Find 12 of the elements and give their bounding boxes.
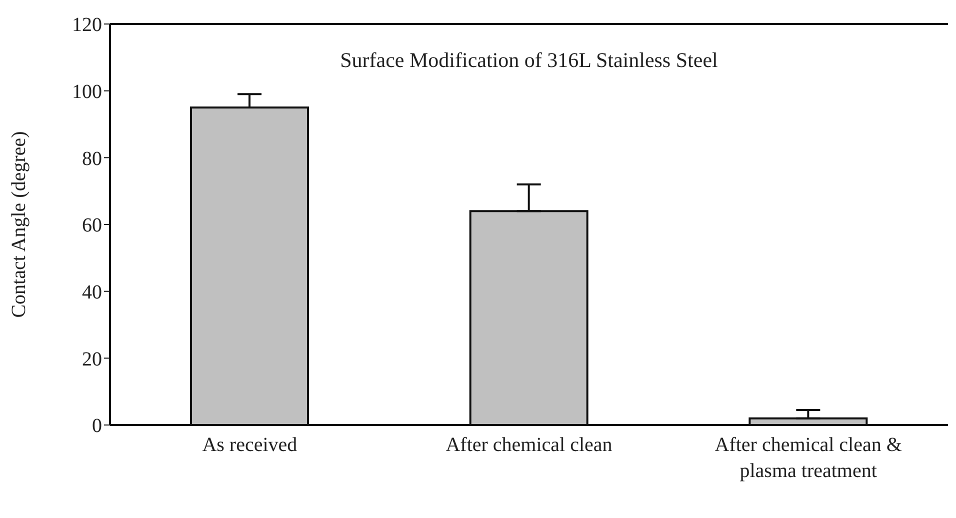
y-tick-label: 60: [82, 214, 102, 237]
x-tick-label: As received: [202, 434, 298, 456]
text: Surface Modification of 316L Stainless Steel: [339, 48, 719, 73]
x-tick-label: After chemical clean & plasma treatment: [714, 434, 902, 482]
y-tick-label: 120: [72, 14, 102, 36]
x-tick-label: After chemical clean: [446, 434, 612, 456]
y-tick-label: 80: [82, 148, 102, 170]
y-tick-label: 40: [82, 281, 102, 304]
y-axis-title: Contact Angle (degree): [8, 131, 30, 318]
y-tick-label: 20: [82, 348, 102, 370]
y-tick-label: 100: [72, 80, 102, 103]
y-tick-label: 0: [92, 415, 102, 438]
